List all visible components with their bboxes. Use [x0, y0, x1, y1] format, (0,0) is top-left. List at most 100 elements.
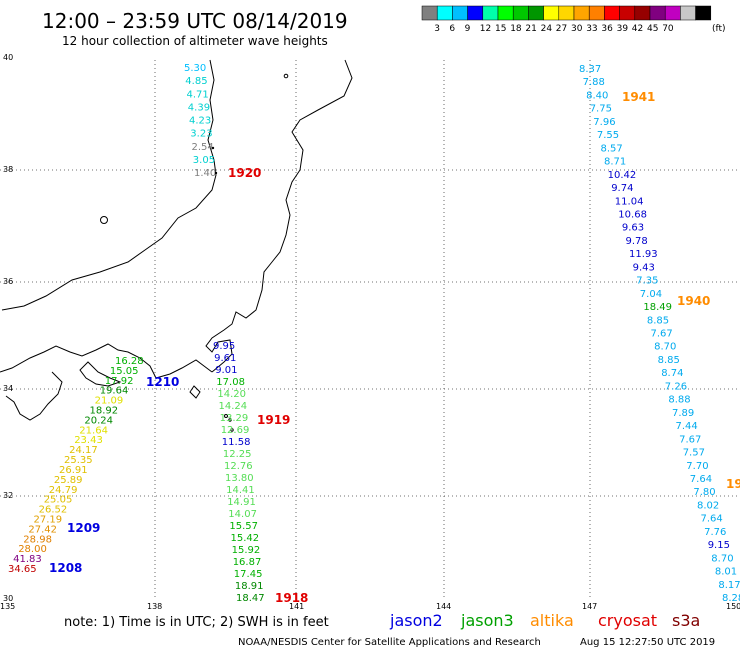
- legend-swatch: [664, 5, 681, 21]
- legend-swatch: [528, 5, 544, 21]
- wave-height-label: 9.63: [622, 223, 644, 234]
- pass-time-label: 1209: [67, 521, 100, 535]
- wave-height-label: 28.98: [23, 534, 52, 545]
- wave-height-label: 7.89: [672, 408, 694, 419]
- legend-tick: 6: [449, 24, 455, 34]
- lat-label: 32: [3, 491, 13, 500]
- wave-height-label: 7.26: [665, 381, 687, 392]
- pass-time-label: 1208: [49, 561, 82, 575]
- wave-height-label: 9.78: [626, 236, 648, 247]
- footer-credit: NOAA/NESDIS Center for Satellite Applica…: [238, 637, 541, 648]
- footer-note: note: 1) Time is in UTC; 2) SWH is in fe…: [64, 615, 329, 630]
- legend-swatch: [619, 5, 636, 21]
- wave-height-label: 18.49: [643, 302, 672, 313]
- lat-label: 30: [3, 594, 13, 603]
- wave-height-label: 8.85: [647, 315, 669, 326]
- lon-label: 141: [289, 602, 304, 611]
- wave-height-label: 7.64: [701, 514, 723, 525]
- wave-height-label: 8.88: [668, 395, 690, 406]
- legend-swatch: [604, 5, 620, 21]
- wave-height-label: 9.74: [611, 183, 633, 194]
- wave-height-label: 3.05: [193, 155, 215, 166]
- pass-time-label: 1210: [146, 375, 179, 389]
- wave-height-label: 7.44: [676, 421, 698, 432]
- wave-height-label: 7.35: [636, 276, 658, 287]
- legend-tick: 18: [510, 24, 522, 34]
- legend-tick: 33: [586, 24, 597, 34]
- wave-height-label: 20.24: [84, 415, 113, 426]
- wave-height-label: 12.76: [224, 461, 253, 472]
- legend-swatch: [695, 5, 712, 21]
- wave-height-label: 14.24: [219, 401, 248, 412]
- wave-height-label: 5.30: [184, 63, 206, 74]
- wave-height-label: 12.25: [223, 449, 252, 460]
- lat-label: 34: [3, 384, 13, 393]
- observation-dots: [211, 146, 218, 175]
- wave-height-label: 4.39: [188, 102, 210, 113]
- wave-height-label: 25.05: [44, 495, 73, 506]
- legend-swatch: [467, 5, 484, 21]
- map-area: [0, 60, 740, 598]
- legend-swatch: [649, 5, 666, 21]
- wave-height-label: 15.42: [231, 533, 260, 544]
- wave-height-label: 18.92: [90, 406, 119, 417]
- legend-swatch: [573, 5, 590, 21]
- pass-time-label: 19: [726, 477, 740, 491]
- wave-height-label: 8.74: [661, 368, 683, 379]
- wave-height-label: 8.02: [697, 500, 719, 511]
- legend-tick: 15: [495, 24, 506, 34]
- wave-height-label: 15.92: [232, 545, 261, 556]
- wave-height-label: 34.65: [8, 564, 37, 575]
- wave-height-label: 7.88: [583, 77, 605, 88]
- map-subtitle: 12 hour collection of altimeter wave hei…: [62, 34, 328, 48]
- sat-jason3: jason3: [460, 611, 514, 630]
- wave-height-label: 9.95: [213, 341, 235, 352]
- wave-height-label: 17.45: [234, 569, 263, 580]
- legend-swatch: [543, 5, 560, 21]
- wave-height-label: 8.70: [654, 342, 676, 353]
- track-southwest: 16.2815.0517.9219.6421.0918.9220.2421.64…: [8, 356, 144, 575]
- legend-swatch: [421, 5, 438, 21]
- legend-tick: 70: [662, 24, 674, 34]
- wave-height-label: 9.01: [215, 365, 237, 376]
- legend-swatch: [680, 5, 696, 21]
- wave-height-label: 15.57: [229, 521, 258, 532]
- wave-height-label: 7.67: [679, 434, 701, 445]
- wave-height-label: 18.91: [235, 581, 264, 592]
- wave-height-label: 7.57: [683, 448, 705, 459]
- wave-height-label: 9.43: [633, 262, 655, 273]
- wave-height-label: 26.91: [59, 465, 88, 476]
- legend-swatch: [512, 5, 529, 21]
- pass-time-label: 1940: [677, 294, 710, 308]
- track-east: 8.37 7.88 8.40 7.75 7.96 7.55 8.57 8.71 10.42 9.7…: [579, 64, 740, 604]
- track-north: 5.30 4.85 4.71 4.39 4.23 3.23 2.54 3.05 1.40: [184, 63, 216, 179]
- pass-time-label: 1918: [275, 591, 308, 605]
- sat-jason2: jason2: [389, 611, 443, 630]
- pass-time-label: 1919: [257, 413, 290, 427]
- pass-times: 1941 1920 1940 1210 1919 19 1209 1208 19…: [49, 90, 740, 605]
- wave-height-label: 13.80: [225, 473, 254, 484]
- wave-height-label: 28.00: [18, 544, 47, 555]
- wave-height-label: 7.76: [704, 527, 726, 538]
- wave-height-label: 23.43: [74, 435, 103, 446]
- wave-height-label: 10.68: [618, 210, 647, 221]
- wave-height-label: 16.87: [233, 557, 262, 568]
- wave-height-label: 8.01: [715, 567, 737, 578]
- legend-tick: 9: [465, 24, 471, 34]
- wave-height-label: 17.08: [216, 377, 245, 388]
- wave-height-label: 7.64: [690, 474, 712, 485]
- wave-height-label: 18.47: [236, 593, 265, 604]
- sat-altika: altika: [530, 611, 574, 630]
- wave-height-label: 7.70: [686, 461, 708, 472]
- wave-height-label: 12.69: [221, 425, 250, 436]
- graticule: [0, 60, 740, 598]
- wave-height-label: 21.09: [95, 396, 124, 407]
- wave-height-label: 14.41: [226, 485, 255, 496]
- lon-label: 150: [726, 602, 740, 611]
- legend-swatch: [634, 5, 651, 21]
- legend-tick: 24: [541, 24, 553, 34]
- wave-height-label: 11.04: [615, 196, 644, 207]
- legend-unit: (ft): [712, 24, 726, 34]
- wave-height-label: 24.79: [49, 485, 78, 496]
